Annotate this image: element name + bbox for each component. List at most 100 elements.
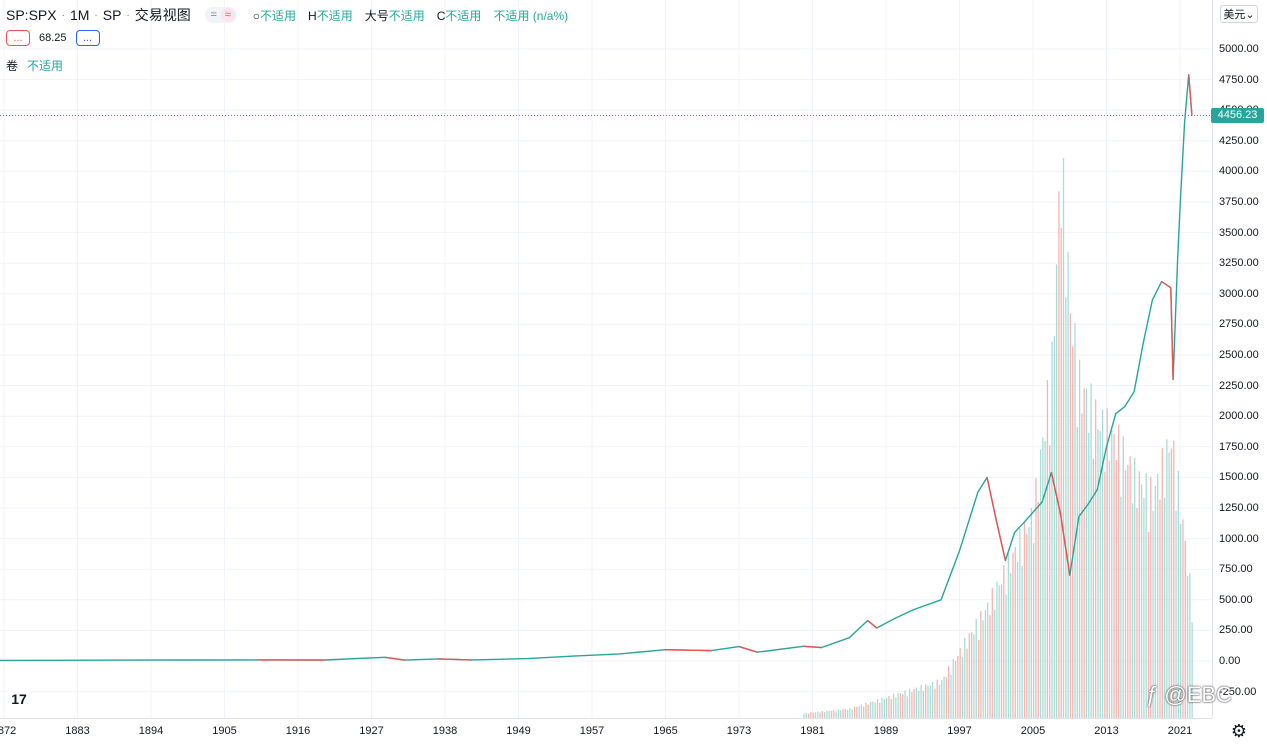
volume-bar — [1019, 528, 1020, 718]
volume-bar — [923, 691, 924, 718]
volume-bar — [1054, 336, 1055, 718]
volume-bar — [1024, 521, 1025, 718]
interval-label[interactable]: 1M — [70, 7, 89, 23]
ohlc-high-label: H — [308, 9, 317, 23]
indicator-collapse-button[interactable]: ... — [6, 30, 30, 46]
volume-bar — [1123, 436, 1124, 718]
price-chart[interactable] — [0, 0, 1212, 718]
volume-bar — [1022, 566, 1023, 718]
ohlc-open-label: ○ — [253, 9, 260, 23]
volume-bar — [1134, 458, 1135, 718]
volume-bar — [854, 707, 855, 718]
ohlc-close-value: 不适用 — [445, 9, 481, 23]
volume-bar — [1090, 383, 1091, 718]
volume-label[interactable]: 卷 — [6, 57, 18, 74]
price-decline-segment — [803, 646, 821, 647]
y-tick-label: 2750.00 — [1219, 318, 1259, 330]
symbol-name[interactable]: SP:SPX — [6, 7, 57, 23]
watermark: ƒ @EBC — [1146, 682, 1232, 708]
volume-bar — [842, 709, 843, 718]
y-tick-label: 3000.00 — [1219, 288, 1259, 300]
volume-bar — [1003, 565, 1004, 718]
currency-label: 美元 — [1223, 9, 1245, 21]
volume-bar — [1070, 313, 1071, 718]
volume-value: 不适用 — [27, 57, 63, 74]
volume-bar — [1139, 471, 1140, 718]
volume-bar — [1015, 547, 1016, 718]
volume-bar — [964, 638, 965, 718]
tradingview-logo-icon[interactable]: 17 — [5, 686, 33, 712]
volume-bar — [1005, 594, 1006, 718]
indicator-value: 68.25 — [39, 32, 67, 44]
y-tick-label: 1500.00 — [1219, 471, 1259, 483]
volume-legend: 卷 不适用 — [6, 57, 63, 74]
y-tick-label: 250.00 — [1219, 624, 1253, 636]
volume-bar — [982, 620, 983, 718]
volume-bar — [870, 702, 871, 718]
chart-area[interactable] — [0, 0, 1212, 718]
volume-bar — [1040, 450, 1041, 718]
indicator-more-button[interactable]: ... — [76, 30, 100, 46]
exchange-label: SP — [103, 7, 122, 23]
volume-bar — [1178, 471, 1179, 718]
volume-bar — [980, 611, 981, 718]
volume-bar — [1118, 424, 1119, 718]
y-tick-label: 0.00 — [1219, 655, 1240, 667]
volume-bar — [909, 689, 910, 718]
volume-bar — [893, 694, 894, 718]
volume-bar — [1035, 478, 1036, 718]
y-tick-label: 1750.00 — [1219, 441, 1259, 453]
volume-bar — [943, 676, 944, 718]
volume-bar — [1086, 389, 1087, 718]
volume-bar — [932, 682, 933, 718]
volume-bar — [973, 634, 974, 718]
x-tick-label: 1957 — [580, 725, 604, 737]
currency-selector[interactable]: 美元⌄ — [1220, 5, 1258, 23]
price-decline-segment — [996, 520, 1005, 560]
volume-bar — [971, 632, 972, 718]
volume-bar — [852, 710, 853, 718]
ohlc-open: ○不适用 — [253, 7, 296, 24]
y-tick-label: 4750.00 — [1219, 74, 1259, 86]
volume-bar — [840, 710, 841, 718]
volume-bar — [934, 689, 935, 718]
volume-bar — [930, 686, 931, 718]
price-decline-segment — [1171, 288, 1173, 380]
volume-bar — [1111, 427, 1112, 718]
volume-bar — [1038, 502, 1039, 718]
volume-bar — [1067, 252, 1068, 718]
time-axis[interactable]: 1872188318941905191619271938194919571965… — [0, 718, 1212, 744]
price-decline-segment — [666, 650, 712, 651]
y-tick-label: 1000.00 — [1219, 533, 1259, 545]
volume-bar — [1116, 460, 1117, 718]
price-decline-segment — [868, 621, 877, 628]
y-tick-label: 2000.00 — [1219, 410, 1259, 422]
volume-bar — [1088, 433, 1089, 718]
separator-dot: · — [94, 10, 97, 21]
volume-bar — [1120, 497, 1121, 718]
volume-bar — [1042, 437, 1043, 718]
y-tick-label: 4000.00 — [1219, 165, 1259, 177]
volume-bar — [1081, 413, 1082, 718]
x-tick-label: 1916 — [286, 725, 310, 737]
x-tick-label: 1965 — [653, 725, 677, 737]
volume-bar — [966, 649, 967, 718]
market-status-pill[interactable]: = ≈ — [205, 7, 237, 23]
volume-bar — [1063, 158, 1064, 718]
volume-bar — [916, 688, 917, 718]
volume-bar — [1136, 508, 1137, 718]
x-tick-label: 1883 — [65, 725, 89, 737]
y-tick-label: 4250.00 — [1219, 135, 1259, 147]
volume-bar — [989, 615, 990, 718]
volume-bar — [861, 705, 862, 718]
volume-bar — [875, 702, 876, 718]
volume-bar — [955, 661, 956, 718]
separator-dot: · — [126, 10, 129, 21]
volume-bar — [877, 699, 878, 718]
ohlc-change: 不适用 (n/a%) — [493, 7, 568, 24]
volume-bar — [1077, 427, 1078, 718]
gear-icon[interactable]: ⚙ — [1228, 720, 1250, 742]
volume-bar — [902, 694, 903, 718]
volume-bar — [1109, 461, 1110, 718]
watermark-text: @EBC — [1164, 682, 1232, 707]
